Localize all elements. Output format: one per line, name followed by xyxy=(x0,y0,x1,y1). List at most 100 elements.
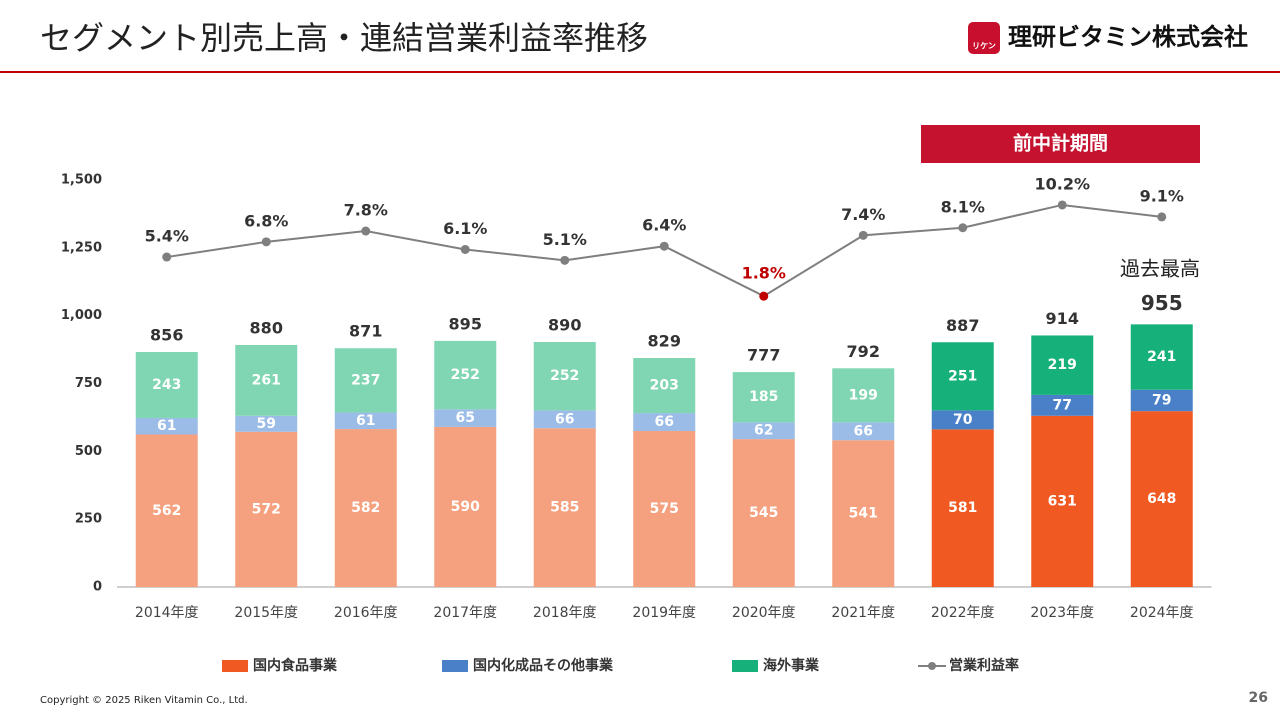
bar-segment xyxy=(533,428,596,587)
bar-segment xyxy=(732,422,795,440)
period-box xyxy=(921,125,1200,163)
bar-segment xyxy=(235,431,298,587)
margin-marker xyxy=(1157,212,1167,222)
bar-label: 66 xyxy=(555,411,574,427)
margin-marker xyxy=(361,226,371,236)
y-tick-label: 0 xyxy=(93,580,102,595)
margin-label: 1.8% xyxy=(742,264,786,283)
bar-label: 243 xyxy=(152,377,181,393)
bar-label: 252 xyxy=(550,368,579,384)
x-tick-label: 2023年度 xyxy=(1030,605,1094,621)
bar-label: 251 xyxy=(948,368,977,384)
bar-label: 562 xyxy=(152,503,181,519)
legend-label: 営業利益率 xyxy=(949,657,1019,674)
bar-label: 185 xyxy=(749,389,778,405)
total-label: 792 xyxy=(847,342,880,361)
bar-segment xyxy=(533,410,596,429)
total-label: 890 xyxy=(548,315,581,334)
bar-label: 77 xyxy=(1053,397,1072,413)
margin-label: 7.8% xyxy=(344,201,388,220)
bar-label: 241 xyxy=(1147,349,1176,365)
bar-label: 61 xyxy=(356,413,375,429)
bar-segment xyxy=(135,352,198,418)
margin-label: 7.4% xyxy=(841,205,885,224)
bar-segment xyxy=(732,439,795,587)
bar-segment xyxy=(931,429,994,587)
margin-label: 6.4% xyxy=(642,216,686,235)
bar-segment xyxy=(732,372,795,423)
bar-label: 66 xyxy=(655,414,674,430)
x-tick-label: 2019年度 xyxy=(632,605,696,621)
x-tick-label: 2014年度 xyxy=(135,605,199,621)
bar-label: 252 xyxy=(451,367,480,383)
margin-label: 6.1% xyxy=(443,219,487,238)
x-tick-label: 2021年度 xyxy=(831,605,895,621)
bar-segment xyxy=(135,417,198,435)
margin-label: 6.8% xyxy=(244,211,288,230)
total-label: 777 xyxy=(747,346,780,365)
bar-label: 59 xyxy=(257,416,276,432)
bar-segment xyxy=(633,430,696,587)
bar-segment xyxy=(135,434,198,587)
total-label: 914 xyxy=(1046,309,1079,328)
bar-segment xyxy=(1130,324,1193,390)
bar-segment xyxy=(235,415,298,432)
bar-segment xyxy=(533,341,596,411)
page-number: 26 xyxy=(1249,690,1268,706)
bar-segment xyxy=(1031,335,1094,395)
bar-label: 648 xyxy=(1147,491,1176,507)
y-tick-label: 1,000 xyxy=(61,308,102,323)
total-label: 895 xyxy=(449,314,482,333)
y-tick-label: 1,500 xyxy=(61,173,102,188)
bar-segment xyxy=(931,342,994,411)
margin-marker xyxy=(460,244,470,254)
margin-label: 8.1% xyxy=(941,197,985,216)
bar-label: 585 xyxy=(550,500,579,516)
bar-label: 582 xyxy=(351,500,380,516)
total-label: 887 xyxy=(946,316,979,335)
bar-label: 61 xyxy=(157,418,176,434)
company-name: 理研ビタミン株式会社 xyxy=(1008,23,1248,51)
bar-segment xyxy=(334,429,397,587)
period-label: 前中計期間 xyxy=(1013,132,1108,155)
bar-segment xyxy=(334,412,397,430)
legend-label: 国内食品事業 xyxy=(253,657,338,674)
legend-swatch xyxy=(222,660,248,672)
bar-label: 237 xyxy=(351,372,380,388)
bar-segment xyxy=(1130,411,1193,587)
margin-marker xyxy=(659,241,669,251)
bar-label: 66 xyxy=(854,423,873,439)
total-label: 871 xyxy=(349,322,382,341)
x-tick-label: 2022年度 xyxy=(931,605,995,621)
bar-label: 541 xyxy=(849,506,878,522)
bar-label: 199 xyxy=(849,387,878,403)
bar-segment xyxy=(1031,394,1094,416)
x-tick-label: 2024年度 xyxy=(1130,605,1194,621)
y-tick-label: 250 xyxy=(75,512,102,527)
bar-label: 575 xyxy=(650,501,679,517)
logo-icon-text: リケン xyxy=(972,42,996,51)
margin-label: 9.1% xyxy=(1140,186,1184,205)
legend-swatch xyxy=(442,660,468,672)
margin-label: 10.2% xyxy=(1034,174,1090,193)
annotation: 過去最高 xyxy=(1120,257,1200,281)
bar-segment xyxy=(931,410,994,430)
total-label: 829 xyxy=(648,331,681,350)
total-label: 955 xyxy=(1141,291,1183,315)
total-label: 856 xyxy=(150,326,183,345)
bar-segment xyxy=(1130,389,1193,412)
total-label: 880 xyxy=(250,318,283,337)
bar-label: 590 xyxy=(451,499,480,515)
x-tick-label: 2018年度 xyxy=(533,605,597,621)
bar-segment xyxy=(1031,415,1094,587)
margin-marker xyxy=(162,252,172,262)
bar-label: 572 xyxy=(252,501,281,517)
bar-segment xyxy=(434,409,497,427)
margin-marker xyxy=(958,223,968,233)
bar-label: 581 xyxy=(948,500,977,516)
slide-title: セグメント別売上高・連結営業利益率推移 xyxy=(40,19,648,57)
y-tick-label: 500 xyxy=(75,444,102,459)
margin-marker xyxy=(858,230,868,240)
x-tick-label: 2015年度 xyxy=(234,605,298,621)
